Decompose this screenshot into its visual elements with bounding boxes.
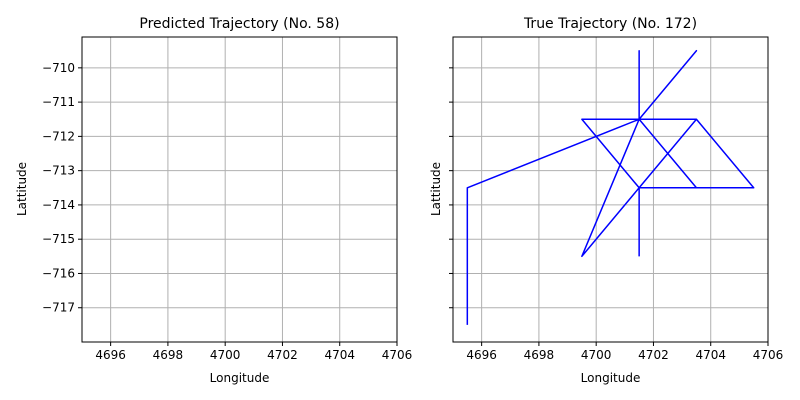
x-axis-ticks: 4696 4698 4700 4702 4704 4706: [95, 342, 412, 362]
x-tick-label: 4696: [95, 348, 126, 362]
x-axis-label: Longitude: [581, 371, 641, 385]
x-tick-label: 4700: [210, 348, 241, 362]
x-tick-label: 4702: [267, 348, 298, 362]
y-tick-label: −714: [42, 198, 75, 212]
y-tick-label: −711: [42, 95, 75, 109]
predicted-trajectory-panel: Predicted Trajectory (No. 58) Longitude …: [15, 16, 412, 385]
x-axis-label: Longitude: [210, 371, 270, 385]
x-tick-label: 4706: [753, 348, 784, 362]
x-tick-label: 4696: [466, 348, 497, 362]
x-tick-label: 4700: [581, 348, 612, 362]
x-tick-label: 4702: [638, 348, 669, 362]
panel-title: Predicted Trajectory (No. 58): [139, 16, 339, 32]
y-tick-label: −710: [42, 61, 75, 75]
x-tick-label: 4698: [153, 348, 184, 362]
x-tick-label: 4704: [324, 348, 355, 362]
y-tick-label: −715: [42, 232, 75, 246]
y-tick-label: −712: [42, 129, 75, 143]
y-axis-ticks: [449, 67, 453, 309]
trajectory-line: [466, 49, 755, 325]
y-tick-label: −716: [42, 266, 75, 280]
y-axis-ticks: −710 −711 −712 −713 −714 −715 −716 −717: [42, 61, 82, 315]
x-tick-label: 4704: [695, 348, 726, 362]
x-tick-label: 4698: [524, 348, 555, 362]
y-tick-label: −717: [42, 301, 75, 315]
true-trajectory-panel: True Trajectory (No. 172) Longitude Latt…: [429, 16, 783, 385]
y-axis-label: Lattitude: [429, 162, 443, 216]
y-tick-label: −713: [42, 164, 75, 178]
y-axis-label: Lattitude: [15, 162, 29, 216]
series-group: [466, 49, 755, 325]
x-tick-label: 4706: [382, 348, 413, 362]
plot-frame: [452, 36, 769, 343]
x-axis-ticks: 4696 4698 4700 4702 4704 4706: [466, 342, 783, 362]
panel-title: True Trajectory (No. 172): [523, 16, 697, 32]
plot-frame: [81, 36, 398, 343]
